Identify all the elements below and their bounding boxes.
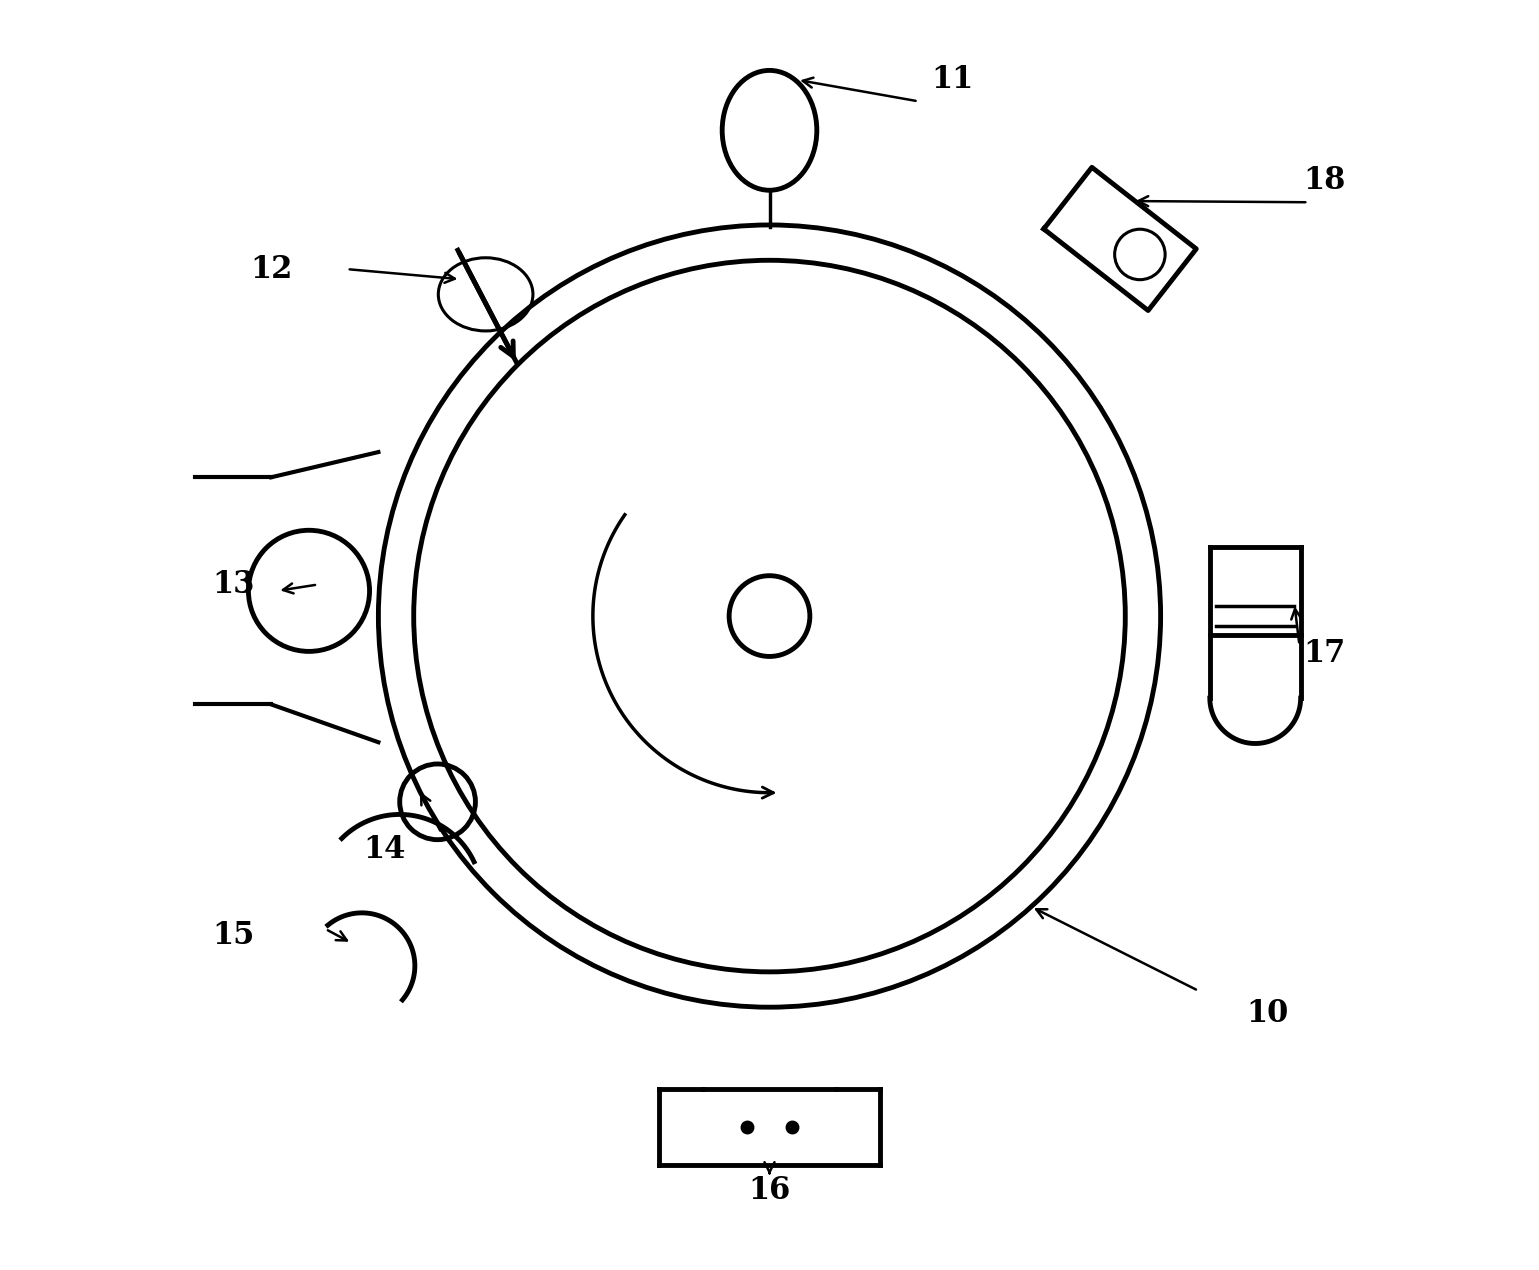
Text: 10: 10 [1247,998,1290,1029]
Text: 12: 12 [249,254,292,284]
Text: 16: 16 [748,1175,791,1205]
Text: 14: 14 [363,834,406,865]
Text: 17: 17 [1304,639,1345,669]
Text: 13: 13 [212,569,254,599]
Text: 18: 18 [1304,165,1345,197]
Text: 15: 15 [212,919,254,951]
Text: 11: 11 [931,65,974,95]
